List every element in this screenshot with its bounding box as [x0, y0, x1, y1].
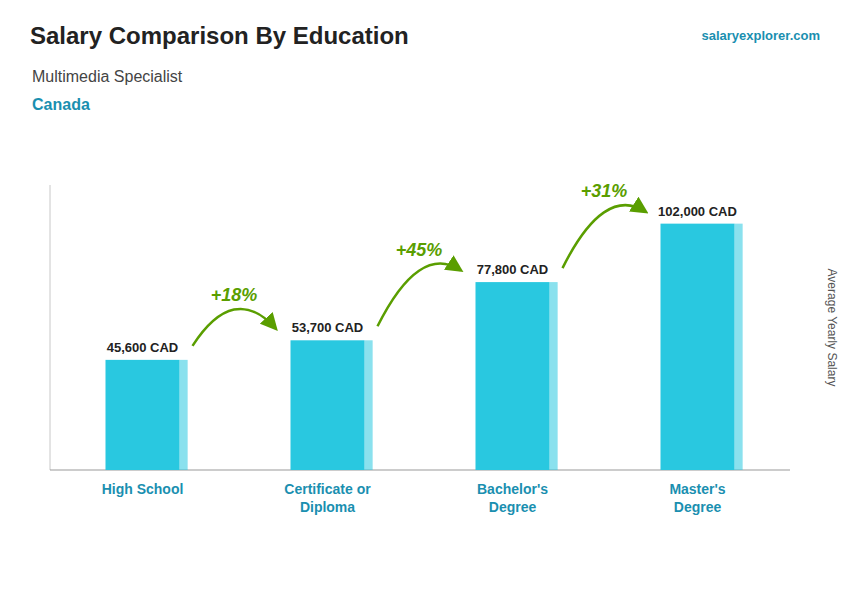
source: salaryexplorer.com [701, 28, 820, 43]
y-axis-line [50, 185, 51, 470]
bar [476, 282, 550, 470]
bar-side [550, 282, 558, 470]
bar [291, 340, 365, 470]
category-label-line: High School [102, 481, 184, 497]
category-label: Certificate or Diploma [284, 481, 371, 515]
category-label-line: Degree [489, 499, 537, 515]
data-label: 45,600 CAD [107, 340, 179, 355]
data-label: 77,800 CAD [477, 262, 549, 277]
change-label: +45% [396, 240, 443, 260]
bar [106, 360, 180, 470]
y-axis-label: Average Yearly Salary [825, 269, 839, 387]
bar-side [180, 360, 188, 470]
category-label: Master's Degree [669, 481, 725, 515]
subtitle: Multimedia Specialist [32, 68, 183, 85]
change-arrow [193, 309, 276, 346]
category-label: High School [102, 481, 184, 497]
category-label-line: Bachelor's [477, 481, 548, 497]
category-label-line: Master's [669, 481, 725, 497]
category-label: Bachelor's Degree [477, 481, 548, 515]
data-label: 102,000 CAD [658, 204, 737, 219]
bar [661, 224, 735, 470]
bars [106, 224, 743, 470]
category-label-line: Degree [674, 499, 722, 515]
bar-side [365, 340, 373, 470]
change-arrow [378, 264, 461, 327]
chart: Salary Comparison By Education Multimedia… [0, 0, 850, 606]
caption: Canada [32, 96, 90, 113]
change-label: +18% [211, 285, 258, 305]
bar-side [735, 224, 743, 470]
change-label: +31% [581, 181, 628, 201]
change-arrow [563, 205, 646, 268]
title: Salary Comparison By Education [30, 22, 409, 49]
category-label-line: Diploma [300, 499, 355, 515]
data-label: 53,700 CAD [292, 320, 364, 335]
category-label-line: Certificate or [284, 481, 371, 497]
